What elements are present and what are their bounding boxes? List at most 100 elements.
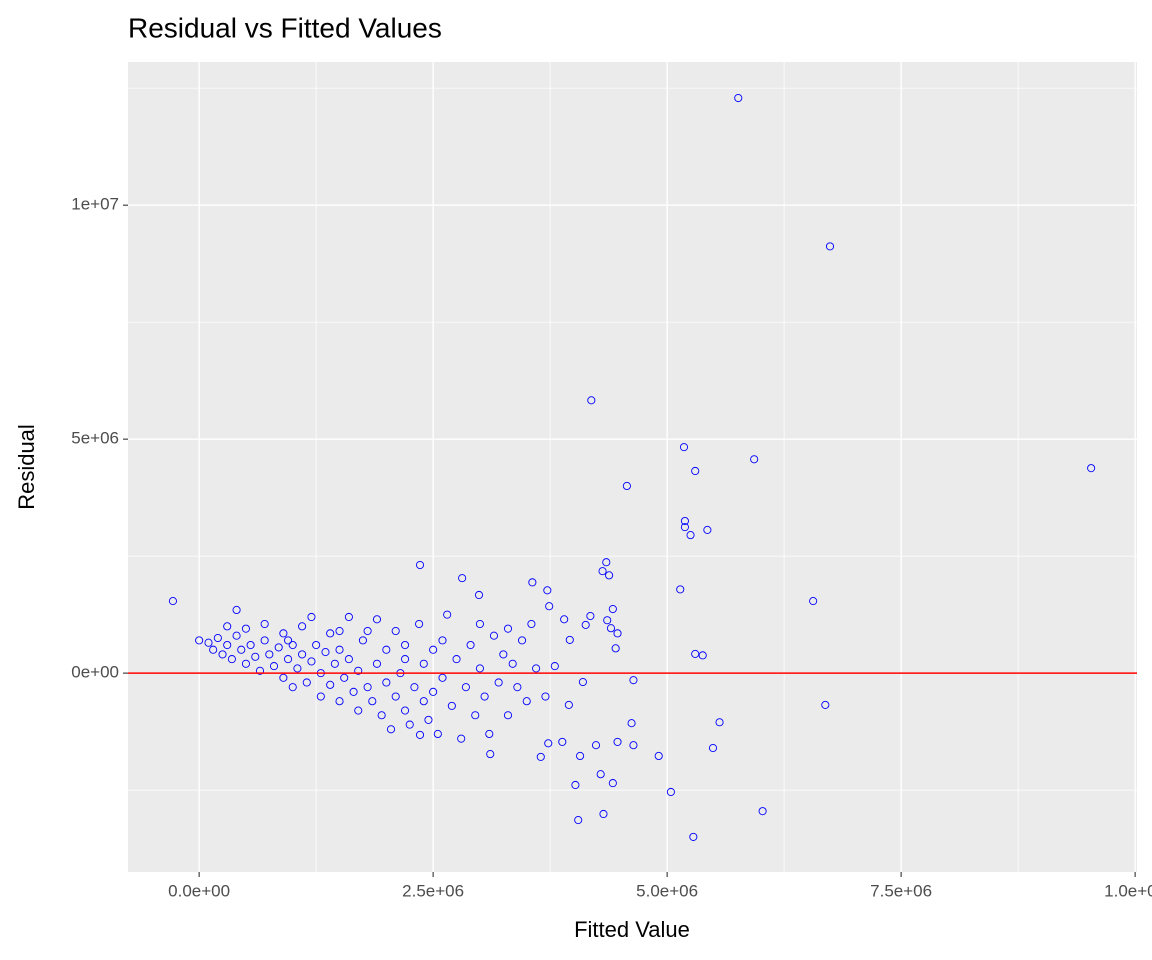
point <box>279 629 288 638</box>
plot-panel <box>128 62 1137 872</box>
point <box>545 602 554 611</box>
point <box>576 751 585 761</box>
point <box>703 525 712 534</box>
point <box>344 612 353 622</box>
point <box>680 516 689 526</box>
point <box>666 787 675 797</box>
point <box>429 687 438 696</box>
point <box>599 809 608 819</box>
point <box>629 741 638 750</box>
point <box>307 612 316 622</box>
point <box>209 645 218 654</box>
point <box>608 604 617 614</box>
point <box>424 715 433 724</box>
point <box>251 652 260 661</box>
point <box>489 631 499 640</box>
point <box>415 619 424 629</box>
point <box>480 692 489 701</box>
point <box>354 666 363 675</box>
point <box>241 624 250 633</box>
point <box>391 692 400 701</box>
point <box>809 597 818 606</box>
point <box>606 624 616 633</box>
point <box>260 619 269 629</box>
point <box>330 659 339 668</box>
point <box>543 586 552 595</box>
point <box>758 807 767 816</box>
y-axis-title: Residual <box>14 424 39 510</box>
point <box>527 619 536 629</box>
point <box>265 650 274 659</box>
point <box>269 662 279 671</box>
point <box>605 571 614 580</box>
point <box>499 650 508 659</box>
point <box>475 664 484 673</box>
point <box>734 93 743 103</box>
point <box>288 683 297 692</box>
point <box>419 659 428 668</box>
point <box>503 711 513 720</box>
x-tick-label: 1.0e+07 <box>1104 881 1152 900</box>
point <box>443 610 452 619</box>
point <box>536 752 545 761</box>
point <box>532 664 541 673</box>
point <box>679 443 689 452</box>
point <box>204 638 213 647</box>
point <box>391 626 400 636</box>
point <box>518 636 527 645</box>
point <box>689 832 698 841</box>
y-tick-label: 0e+00 <box>71 663 119 682</box>
point <box>622 481 631 491</box>
x-tick-label: 7.5e+06 <box>870 881 932 900</box>
point <box>565 635 574 644</box>
point <box>676 585 685 594</box>
point <box>587 396 596 405</box>
point <box>232 605 241 615</box>
point <box>715 718 724 727</box>
point <box>363 626 372 636</box>
point <box>298 622 307 631</box>
point <box>581 620 590 629</box>
point <box>405 720 414 729</box>
point <box>471 711 480 720</box>
point <box>335 626 344 636</box>
point <box>232 631 241 640</box>
y-tick-label: 5e+06 <box>71 429 119 448</box>
x-axis-title: Fitted Value <box>574 917 690 942</box>
point <box>335 697 344 706</box>
point <box>438 673 447 682</box>
labels: 0.0e+00 2.5e+06 5.0e+06 7.5e+06 1.0e+07 0e+00… <box>71 195 1152 901</box>
point <box>363 683 372 692</box>
point <box>227 655 236 664</box>
point <box>485 729 494 739</box>
point <box>452 655 461 664</box>
point <box>613 737 622 746</box>
point <box>237 645 246 654</box>
point <box>368 697 377 706</box>
point <box>627 719 636 728</box>
point <box>591 741 601 750</box>
point <box>298 650 307 659</box>
point <box>284 636 293 645</box>
x-tick-label: 0.0e+00 <box>168 881 230 900</box>
point <box>458 574 467 583</box>
point <box>213 633 222 643</box>
point <box>415 560 425 570</box>
point <box>475 619 484 629</box>
point <box>611 644 620 653</box>
point <box>284 655 293 664</box>
point <box>691 649 700 658</box>
point <box>686 531 695 540</box>
point <box>550 662 559 671</box>
point <box>307 657 316 666</box>
point <box>415 730 425 739</box>
point <box>168 597 177 606</box>
point <box>241 659 250 668</box>
point <box>461 683 470 692</box>
y-tick-label: 1e+07 <box>71 195 119 214</box>
point <box>571 780 580 790</box>
point <box>654 751 663 761</box>
point <box>438 636 447 645</box>
point <box>401 655 410 664</box>
